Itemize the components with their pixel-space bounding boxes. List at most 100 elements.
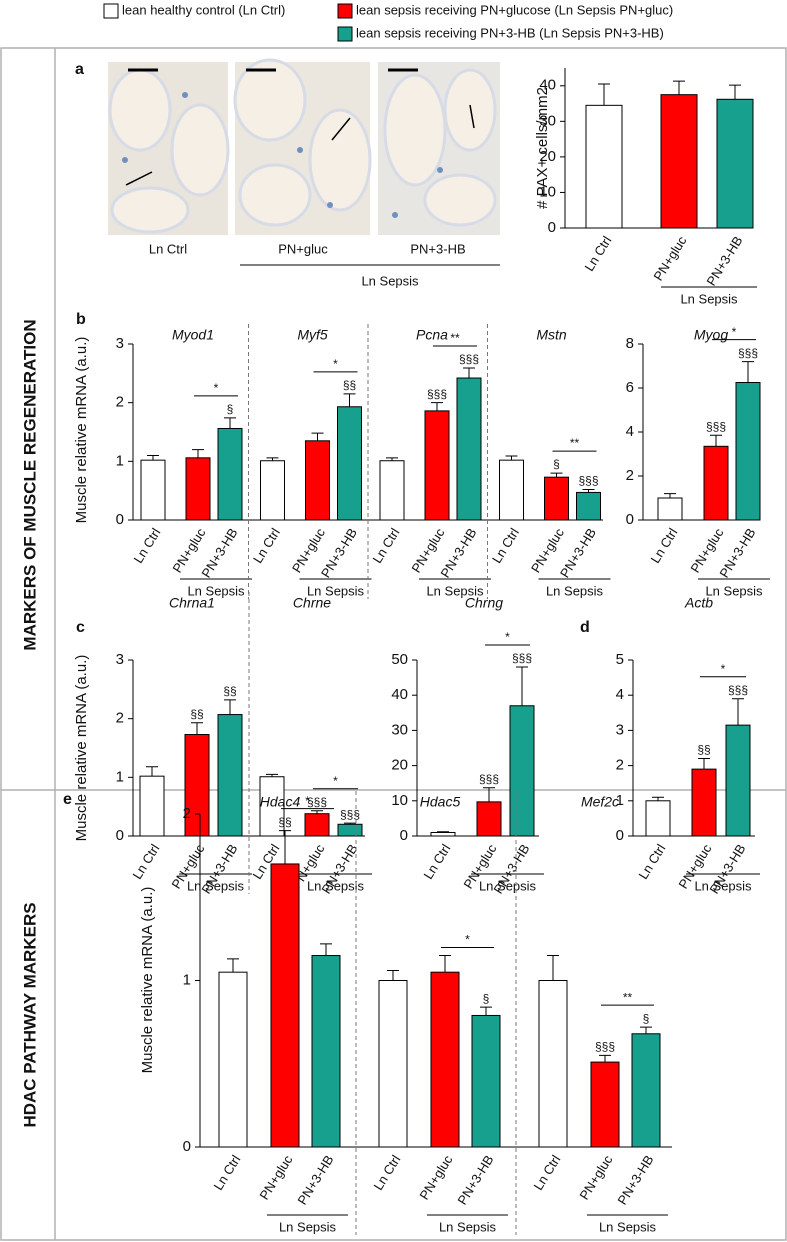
error-bar bbox=[710, 434, 722, 447]
y-tick-label: 0 bbox=[616, 827, 624, 844]
y-tick-label: 0 bbox=[116, 827, 124, 844]
group-label: Ln Sepsis bbox=[426, 583, 484, 598]
facet-title: Hdac4 bbox=[260, 794, 301, 810]
error-bar bbox=[480, 1006, 492, 1016]
comparison-mark: * bbox=[214, 381, 219, 395]
significance-mark: § bbox=[643, 1011, 650, 1025]
significance-mark: §§§ bbox=[459, 352, 479, 366]
group-label: Ln Sepsis bbox=[361, 273, 419, 288]
micrograph-label: PN+gluc bbox=[278, 241, 328, 256]
x-tick-label: Ln Ctrl bbox=[130, 525, 163, 566]
error-bar bbox=[599, 1054, 611, 1063]
bar bbox=[538, 980, 568, 1148]
bar bbox=[544, 476, 569, 521]
bar bbox=[576, 491, 601, 521]
error-bar bbox=[598, 83, 610, 106]
group-label: Ln Sepsis bbox=[479, 878, 537, 893]
x-tick-label: Ln Ctrl bbox=[530, 1152, 563, 1193]
bar bbox=[590, 1061, 620, 1148]
bar bbox=[725, 724, 751, 837]
bar bbox=[430, 971, 460, 1148]
comparison-mark: * bbox=[333, 357, 338, 371]
x-tick-label: PN+3-HB bbox=[614, 1152, 656, 1207]
bar bbox=[703, 445, 729, 521]
bar bbox=[657, 497, 683, 521]
y-tick-label: 2 bbox=[616, 757, 624, 774]
error-bar bbox=[344, 822, 356, 825]
bar bbox=[379, 460, 405, 521]
y-axis-label: Muscle relative mRNA (a.u.) bbox=[139, 887, 156, 1074]
error-bar bbox=[227, 958, 239, 973]
comparison-mark: * bbox=[732, 325, 737, 339]
y-tick-label: 30 bbox=[391, 721, 408, 738]
comparison-mark: * bbox=[505, 630, 510, 644]
panel-letter: a bbox=[75, 61, 84, 78]
x-tick-label: Ln Ctrl bbox=[420, 841, 453, 882]
significance-mark: §§§ bbox=[728, 683, 748, 697]
bar bbox=[378, 980, 408, 1148]
error-bar bbox=[192, 449, 204, 458]
y-tick-label: 4 bbox=[626, 423, 634, 440]
significance-mark: §§ bbox=[223, 684, 236, 698]
y-axis-label: Muscle relative mRNA (a.u.) bbox=[73, 337, 90, 524]
significance-mark: §§ bbox=[190, 707, 203, 721]
panel-letter: d bbox=[580, 619, 590, 636]
facet-title: Hdac5 bbox=[420, 794, 461, 810]
y-tick-label: 10 bbox=[391, 792, 408, 809]
bar bbox=[424, 410, 450, 521]
significance-mark: § bbox=[483, 991, 490, 1005]
group-label: Ln Sepsis bbox=[705, 583, 763, 598]
y-tick-label: 0 bbox=[183, 1138, 191, 1155]
y-tick-label: 40 bbox=[391, 686, 408, 703]
bar bbox=[585, 104, 623, 229]
group-label: Ln Sepsis bbox=[680, 291, 738, 306]
error-bar bbox=[146, 766, 158, 777]
bar bbox=[185, 457, 211, 521]
micrograph-label: PN+3-HB bbox=[410, 241, 465, 256]
section-label: HDAC PATHWAY MARKERS bbox=[20, 902, 39, 1127]
error-bar bbox=[191, 722, 203, 735]
bar bbox=[476, 801, 502, 837]
bar bbox=[259, 776, 285, 837]
error-bar bbox=[386, 457, 398, 461]
significance-mark: §§§ bbox=[738, 346, 758, 360]
error-bar bbox=[463, 367, 475, 379]
y-tick-label: 2 bbox=[116, 710, 124, 727]
significance-mark: § bbox=[553, 457, 560, 471]
x-tick-label: Ln Ctrl bbox=[581, 233, 614, 274]
significance-mark: §§§ bbox=[427, 387, 447, 401]
frame bbox=[0, 47, 787, 1241]
error-bar bbox=[698, 758, 710, 770]
error-bar bbox=[147, 454, 159, 461]
y-tick-label: 30 bbox=[539, 112, 556, 129]
x-tick-label: Ln Ctrl bbox=[129, 841, 162, 882]
error-bar bbox=[439, 955, 451, 973]
y-axis-label: Muscle relative mRNA (a.u.) bbox=[73, 655, 90, 842]
legend-swatch bbox=[337, 26, 353, 42]
x-tick-label: PN+3-HB bbox=[294, 1152, 336, 1207]
y-tick-label: 1 bbox=[616, 792, 624, 809]
x-tick-label: PN+gluc bbox=[577, 1152, 616, 1202]
error-bar bbox=[387, 970, 399, 981]
y-tick-label: 8 bbox=[626, 335, 634, 352]
comparison-mark: ** bbox=[570, 436, 580, 450]
y-tick-label: 1 bbox=[183, 971, 191, 988]
y-tick-label: 3 bbox=[116, 335, 124, 352]
facet-title: Myog bbox=[694, 327, 728, 343]
bar bbox=[140, 459, 166, 521]
facet-title: Myod1 bbox=[172, 327, 214, 343]
group-label: Ln Sepsis bbox=[546, 583, 604, 598]
facet-title: Chrna1 bbox=[169, 595, 215, 611]
facet-title: Myf5 bbox=[297, 327, 328, 343]
error-bar bbox=[550, 472, 563, 478]
y-tick-label: 40 bbox=[539, 77, 556, 94]
bar bbox=[139, 775, 165, 837]
comparison-mark: ** bbox=[450, 331, 460, 345]
error-bar bbox=[640, 1026, 652, 1034]
significance-mark: §§§ bbox=[706, 419, 726, 433]
facet-title: Actb bbox=[684, 595, 713, 611]
bar bbox=[311, 955, 341, 1148]
group-label: Ln Sepsis bbox=[694, 878, 752, 893]
x-tick-label: PN+3-HB bbox=[703, 233, 745, 288]
error-bar bbox=[516, 666, 528, 706]
